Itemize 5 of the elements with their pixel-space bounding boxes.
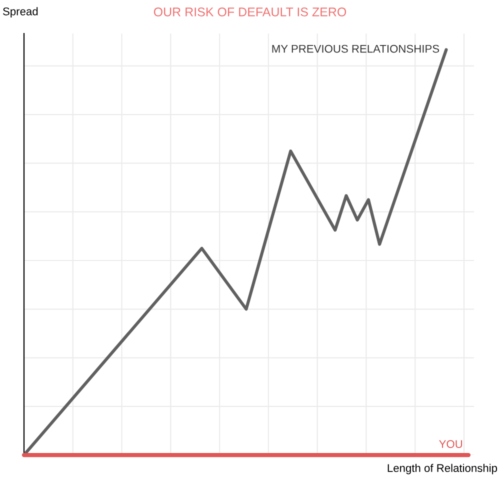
series-label: YOU [439,440,462,448]
series-label: MY PREVIOUS RELATIONSHIPS [272,44,440,53]
chart-title: OUR RISK OF DEFAULT IS ZERO [154,8,346,16]
y-axis-title: Spread [3,7,38,18]
x-axis-title: Length of Relationship [388,464,498,474]
